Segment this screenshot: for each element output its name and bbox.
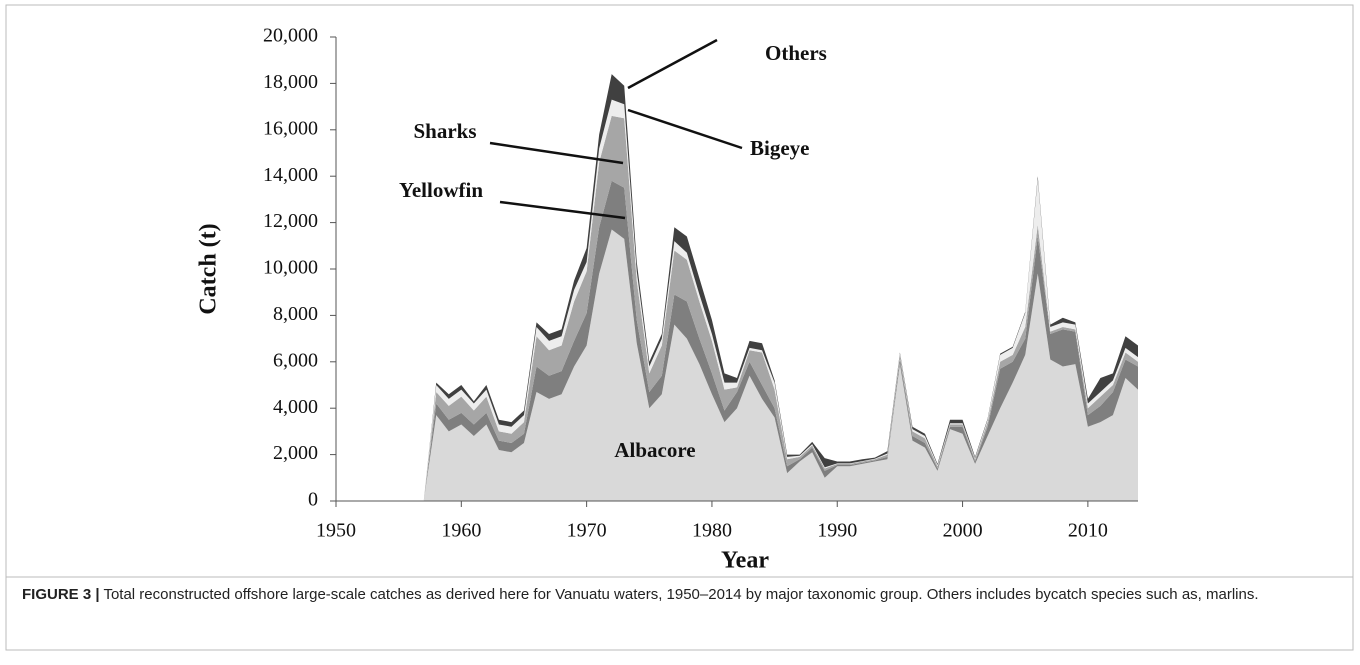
series-label: Yellowfin [399,178,483,202]
series-label: Others [765,41,827,65]
frame [5,4,1354,651]
y-axis-title: Catch (t) [196,223,222,314]
y-tick-label: 18,000 [263,71,318,93]
x-axis-title: Year [721,548,769,574]
series-label: Bigeye [750,136,809,160]
pointer [499,200,626,220]
x-tick-label: 2000 [943,520,983,542]
y-tick-label: 8,000 [273,303,318,325]
y-tick-label: 6,000 [273,349,318,371]
pointer [627,38,718,90]
area [336,229,1138,501]
x-tick-label: 1950 [316,520,356,542]
y-tick-label: 4,000 [273,396,318,418]
areas [336,74,1138,502]
series-label: Sharks [413,119,476,143]
x-tick-label: 1990 [817,520,857,542]
y-tick-label: 16,000 [263,117,318,139]
caption-text: Total reconstructed offshore large-scale… [103,586,1259,603]
x-tick-label: 1960 [441,520,481,542]
x-tick-label: 2010 [1068,520,1108,542]
y-tick-label: 12,000 [263,210,318,232]
y-tick-label: 2,000 [273,442,318,464]
y-tick-label: 20,000 [263,25,318,47]
series-label: Albacore [614,438,695,462]
y-tick-label: 0 [308,489,318,511]
x-tick-label: 1970 [567,520,607,542]
pointer [489,141,624,165]
caption-label: FIGURE 3 | [22,586,100,603]
y-tick-label: 14,000 [263,164,318,186]
caption: FIGURE 3 | Total reconstructed offshore … [22,583,1332,606]
pointer [627,108,743,150]
x-tick-label: 1980 [692,520,732,542]
y-tick-label: 10,000 [263,257,318,279]
